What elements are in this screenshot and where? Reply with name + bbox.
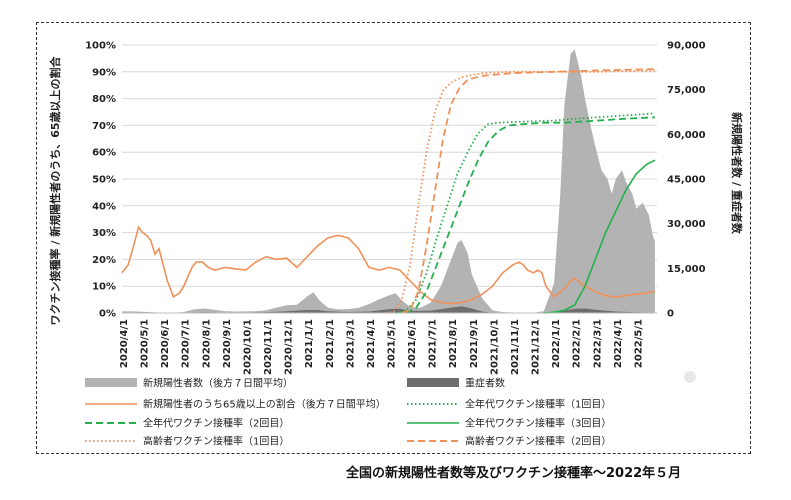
x-tick-label: 2020/9/1 bbox=[222, 319, 233, 368]
right-axis-title: 新規陽性者数 / 重症者数 bbox=[730, 112, 744, 235]
left-tick-label: 30% bbox=[92, 228, 116, 239]
series-line bbox=[405, 116, 655, 314]
right-tick-label: 0 bbox=[667, 309, 674, 320]
left-tick-label: 40% bbox=[92, 201, 116, 212]
x-tick-label: 2022/5/1 bbox=[633, 319, 644, 368]
legend-label: 高齢者ワクチン接種率（1回目） bbox=[143, 435, 289, 448]
grid-layer bbox=[122, 44, 657, 314]
left-tick-label: 60% bbox=[92, 148, 116, 159]
x-tick-label: 2020/12/1 bbox=[284, 319, 295, 375]
series-line bbox=[395, 112, 655, 314]
chart-caption: 全国の新規陽性者数等及びワクチン接種率〜2022年５月 bbox=[346, 466, 682, 481]
series-area bbox=[122, 306, 655, 313]
right-tick-label: 60,000 bbox=[667, 130, 706, 141]
left-tick-label: 90% bbox=[92, 67, 116, 78]
decorative-dot bbox=[684, 371, 696, 383]
x-tick-label: 2022/4/1 bbox=[613, 319, 624, 368]
series-line bbox=[121, 225, 656, 305]
x-tick-label: 2021/8/1 bbox=[448, 319, 459, 368]
legend-swatch bbox=[407, 378, 459, 387]
right-tick-label: 45,000 bbox=[667, 175, 706, 186]
left-tick-label: 10% bbox=[92, 282, 116, 293]
right-tick-label: 75,000 bbox=[667, 85, 706, 96]
left-tick-label: 0% bbox=[99, 309, 116, 320]
axis-layer: 0% 10% 20% 30% 40% 50% 60% 70% 80% 90% 100% 0 15,000… bbox=[85, 41, 706, 376]
legend-label: 重症者数 bbox=[465, 377, 505, 390]
area-layer bbox=[122, 49, 655, 313]
legend-label: 新規陽性者数（後方７日間平均） bbox=[143, 377, 293, 390]
left-tick-label: 70% bbox=[92, 121, 116, 132]
legend-label: 新規陽性者のうち65歳以上の割合（後方７日間平均） bbox=[143, 398, 386, 411]
x-tick-label: 2022/2/1 bbox=[572, 319, 583, 368]
x-tick-label: 2022/1/1 bbox=[551, 319, 562, 368]
x-tick-label: 2020/6/1 bbox=[160, 319, 171, 368]
x-tick-label: 2020/8/1 bbox=[201, 319, 212, 368]
legend-label: 高齢者ワクチン接種率（2回目） bbox=[465, 435, 611, 448]
left-tick-label: 100% bbox=[85, 41, 116, 52]
left-tick-label: 50% bbox=[92, 175, 116, 186]
right-tick-label: 30,000 bbox=[667, 219, 706, 230]
series-line bbox=[543, 159, 656, 314]
legend-swatch bbox=[85, 378, 137, 387]
x-tick-label: 2021/9/1 bbox=[469, 319, 480, 368]
chart-frame: 0% 10% 20% 30% 40% 50% 60% 70% 80% 90% 100% 0 15,000… bbox=[36, 22, 751, 454]
x-tick-label: 2020/5/1 bbox=[140, 319, 151, 368]
series-line bbox=[401, 68, 655, 314]
x-tick-label: 2021/12/1 bbox=[531, 319, 542, 375]
series-line bbox=[385, 69, 655, 314]
x-tick-label: 2020/11/1 bbox=[263, 319, 274, 375]
x-tick-label: 2021/6/1 bbox=[407, 319, 418, 368]
line-layer bbox=[121, 68, 656, 314]
x-tick-label: 2021/1/1 bbox=[304, 319, 315, 368]
legend-label: 全年代ワクチン接種率（1回目） bbox=[465, 398, 611, 411]
x-tick-label: 2021/2/1 bbox=[325, 319, 336, 368]
legend: 新規陽性者数（後方７日間平均） 重症者数新規陽性者のうち65歳以上の割合（後方７日… bbox=[85, 377, 611, 448]
right-tick-label: 90,000 bbox=[667, 41, 706, 52]
x-tick-label: 2020/7/1 bbox=[181, 319, 192, 368]
x-tick-label: 2021/11/1 bbox=[510, 319, 521, 375]
left-tick-label: 20% bbox=[92, 255, 116, 266]
x-tick-label: 2021/5/1 bbox=[387, 319, 398, 368]
chart-svg: 0% 10% 20% 30% 40% 50% 60% 70% 80% 90% 100% 0 15,000… bbox=[48, 41, 744, 448]
legend-label: 全年代ワクチン接種率（2回目） bbox=[143, 417, 289, 430]
x-tick-label: 2020/10/1 bbox=[242, 319, 253, 375]
series-area bbox=[122, 49, 655, 313]
right-tick-label: 15,000 bbox=[667, 264, 706, 275]
x-tick-label: 2020/4/1 bbox=[119, 319, 130, 368]
x-tick-label: 2022/3/1 bbox=[592, 319, 603, 368]
x-tick-label: 2021/7/1 bbox=[428, 319, 439, 368]
legend-label: 全年代ワクチン接種率（3回目） bbox=[465, 417, 611, 430]
left-tick-label: 80% bbox=[92, 94, 116, 105]
x-tick-label: 2021/4/1 bbox=[366, 319, 377, 368]
left-axis-title: ワクチン接種率 / 新規陽性者のうち、65歳以上の割合 bbox=[48, 56, 62, 326]
x-tick-label: 2021/3/1 bbox=[345, 319, 356, 368]
x-tick-label: 2021/10/1 bbox=[489, 319, 500, 375]
